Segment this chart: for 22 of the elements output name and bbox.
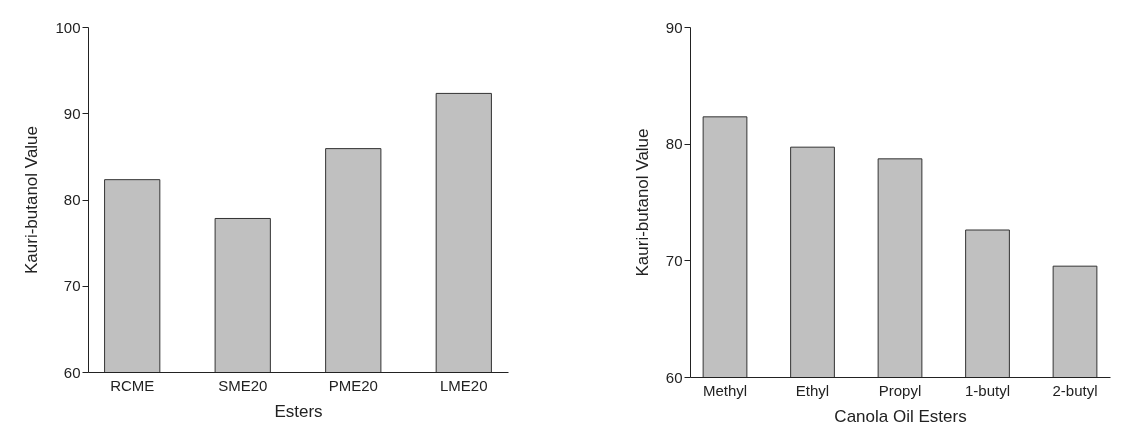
x-tick-label: PME20 — [328, 376, 378, 394]
x-tick-label: RCME — [110, 376, 155, 394]
x-tick-label: LME20 — [440, 376, 488, 394]
y-tick-label: 90 — [665, 18, 683, 36]
y-tick-label: 100 — [55, 18, 81, 36]
x-tick-label: Ethyl — [795, 381, 830, 399]
x-tick-label: Methyl — [702, 381, 748, 399]
y-tick-label: 70 — [63, 277, 81, 295]
y-axis-title: Kauri-butanol Value — [22, 125, 42, 275]
y-tick-label: 60 — [665, 368, 683, 386]
y-axis-title: Kauri-butanol Value — [632, 128, 652, 277]
x-tick-label: SME20 — [218, 376, 268, 394]
y-tick-label: 80 — [63, 191, 81, 208]
x-tick-label: 1-butyl — [964, 381, 1011, 399]
y-tick-label: 60 — [63, 363, 81, 381]
y-tick-label: 70 — [665, 251, 683, 269]
x-tick-label: 2-butyl — [1052, 381, 1098, 399]
x-axis-title: Esters — [274, 401, 323, 421]
y-tick-label: 90 — [63, 104, 81, 122]
x-axis-title: Canola Oil Esters — [834, 406, 967, 425]
y-tick-label: 80 — [665, 135, 683, 153]
x-tick-label: Propyl — [878, 381, 922, 399]
